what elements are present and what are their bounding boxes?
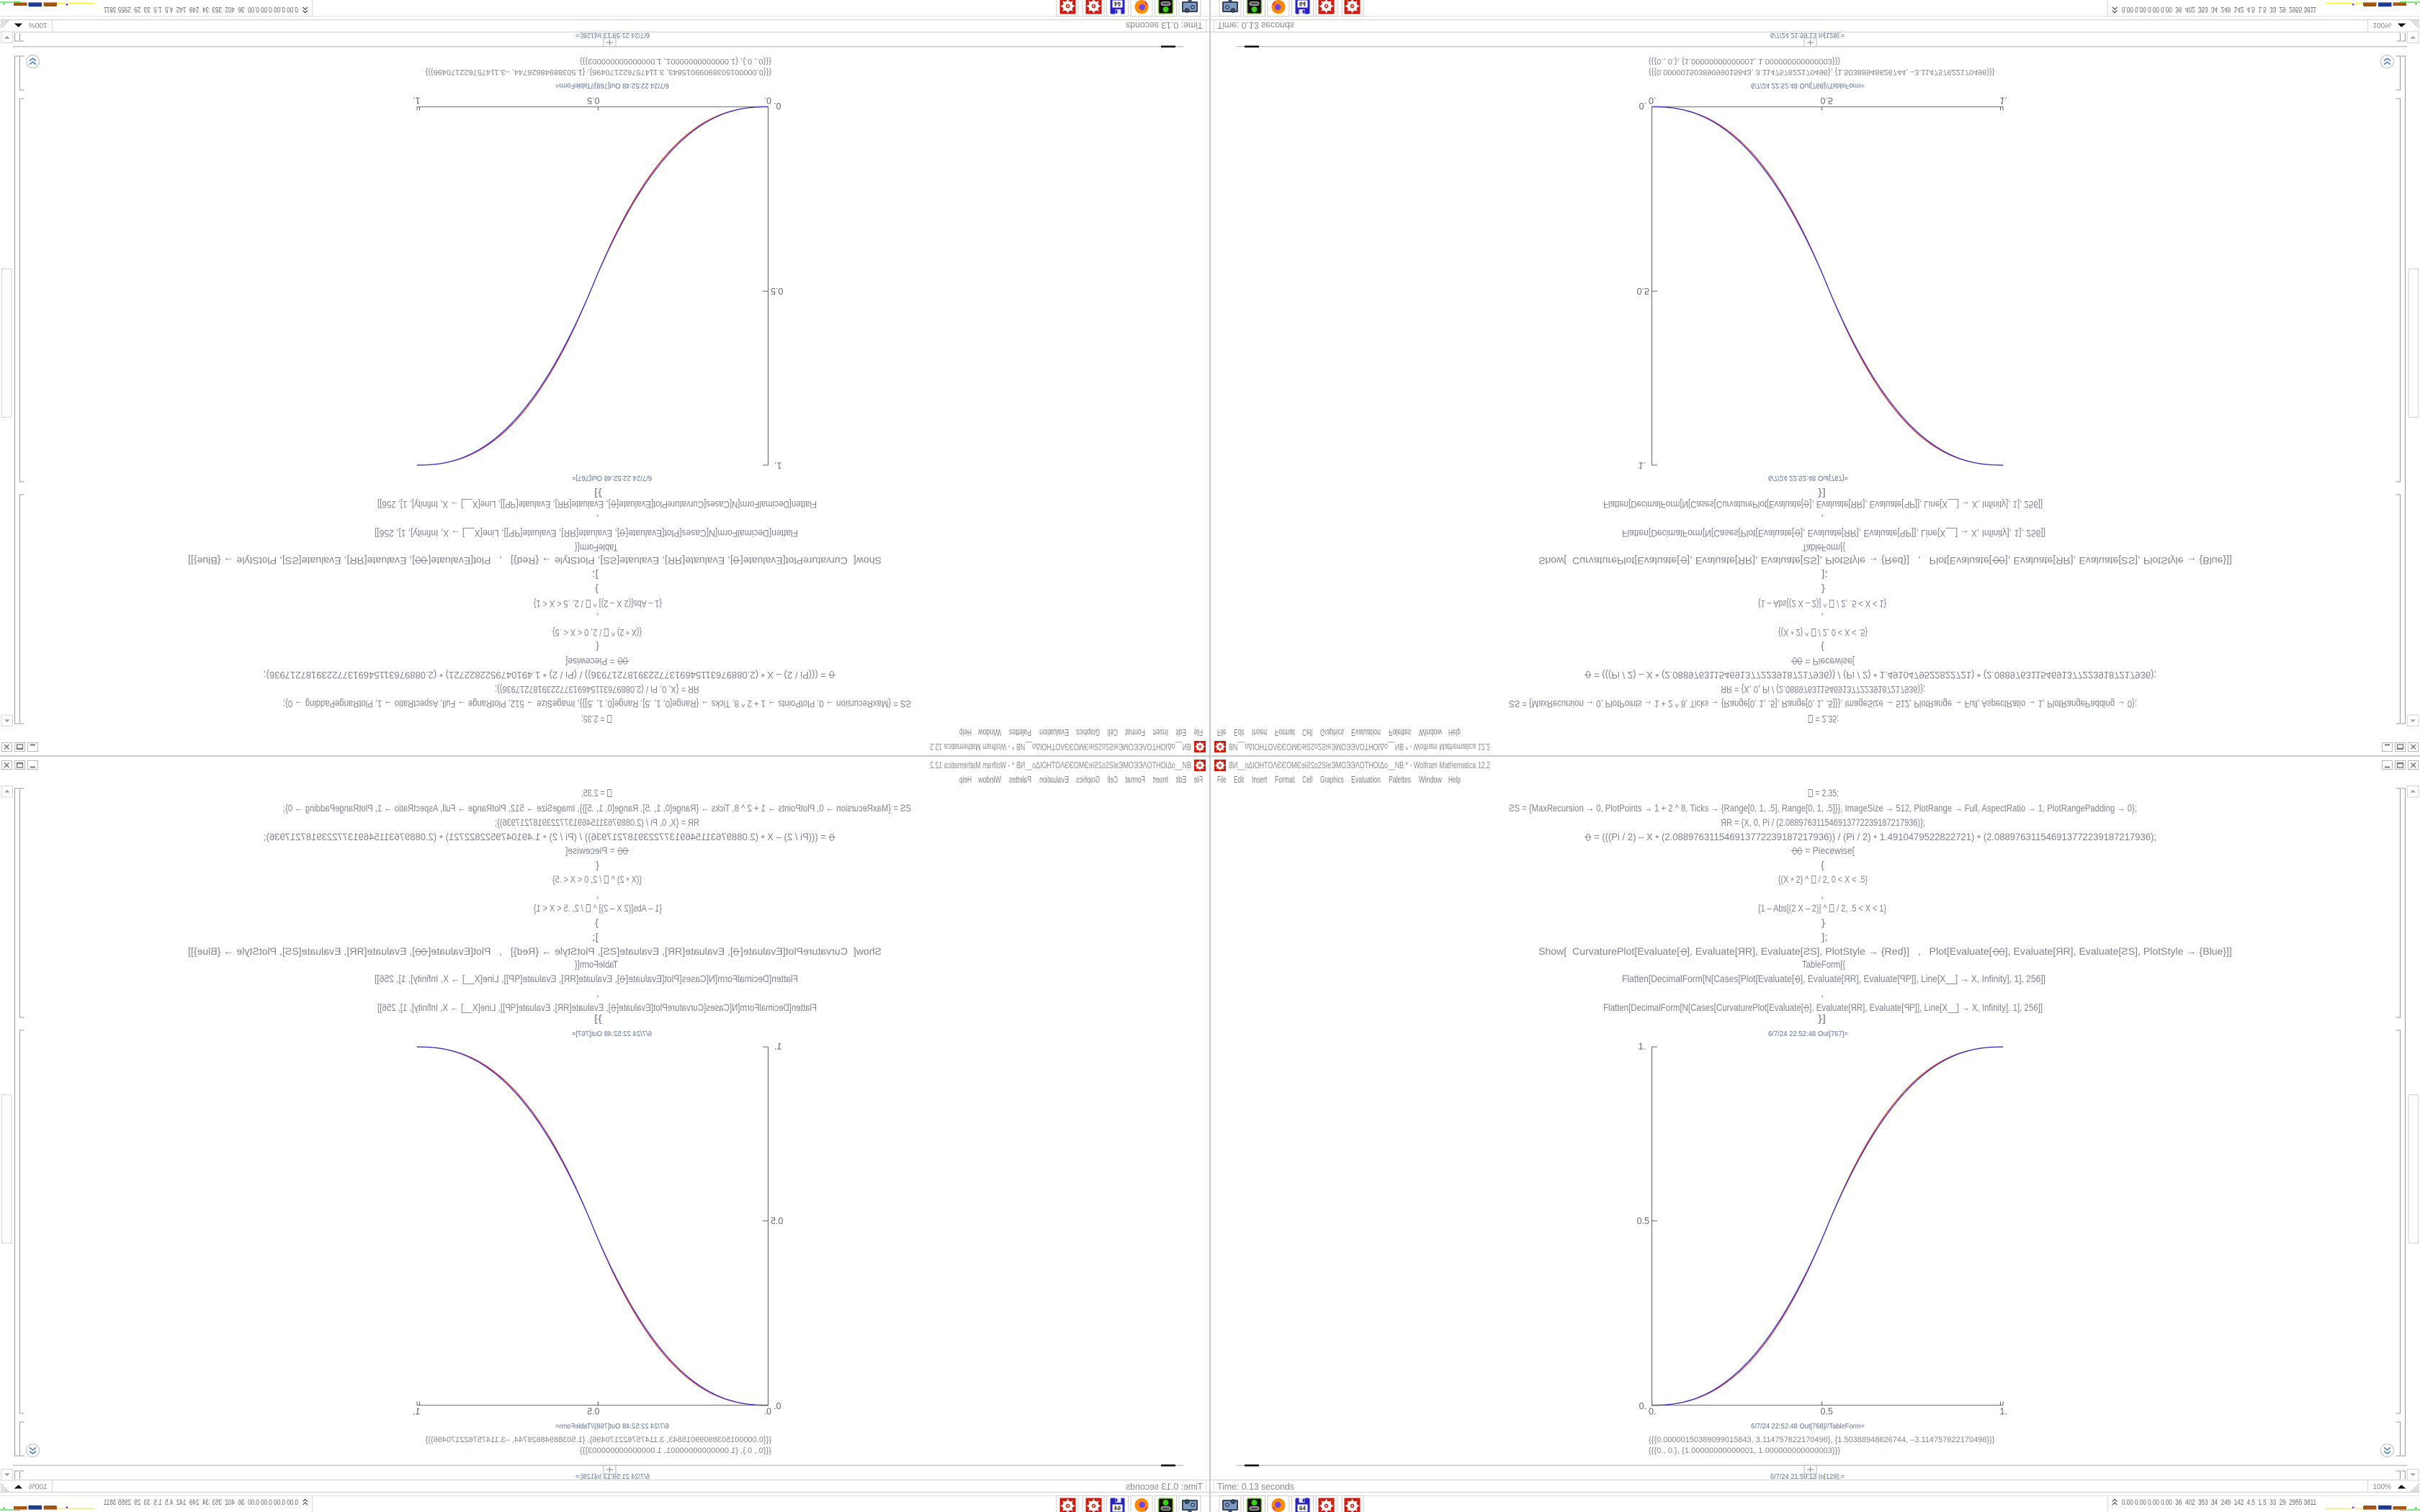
svg-text:0.: 0.: [774, 1401, 781, 1411]
svg-text:64: 64: [1114, 1506, 1121, 1512]
svg-text:1.: 1.: [774, 1042, 781, 1052]
svg-text:0.5: 0.5: [1821, 1407, 1833, 1417]
svg-text:1.: 1.: [2000, 96, 2007, 106]
svg-text:0.: 0.: [1639, 1401, 1646, 1411]
svg-text:0.: 0.: [1649, 96, 1656, 106]
svg-text:0.5: 0.5: [587, 1407, 599, 1417]
svg-text:0.: 0.: [1639, 101, 1646, 111]
svg-text:64: 64: [1299, 1, 1306, 7]
svg-text:1.: 1.: [413, 96, 420, 106]
svg-text:1.: 1.: [774, 461, 781, 471]
svg-text:0.5: 0.5: [1821, 96, 1833, 106]
svg-text:0.5: 0.5: [1637, 286, 1649, 296]
svg-text:64: 64: [1299, 1506, 1306, 1512]
svg-text:1.: 1.: [413, 1407, 420, 1417]
svg-text:0.: 0.: [764, 1407, 771, 1417]
svg-text:0.: 0.: [774, 101, 781, 111]
svg-text:0.: 0.: [764, 96, 771, 106]
svg-text:0.5: 0.5: [771, 1216, 783, 1226]
svg-text:0.5: 0.5: [1637, 1216, 1649, 1226]
svg-text:64: 64: [1114, 1, 1121, 7]
svg-text:0.5: 0.5: [771, 286, 783, 296]
svg-text:0.5: 0.5: [587, 96, 599, 106]
svg-text:1.: 1.: [1639, 461, 1646, 471]
svg-text:0.: 0.: [1649, 1407, 1656, 1417]
svg-text:1.: 1.: [1639, 1042, 1646, 1052]
svg-text:1.: 1.: [2000, 1407, 2007, 1417]
